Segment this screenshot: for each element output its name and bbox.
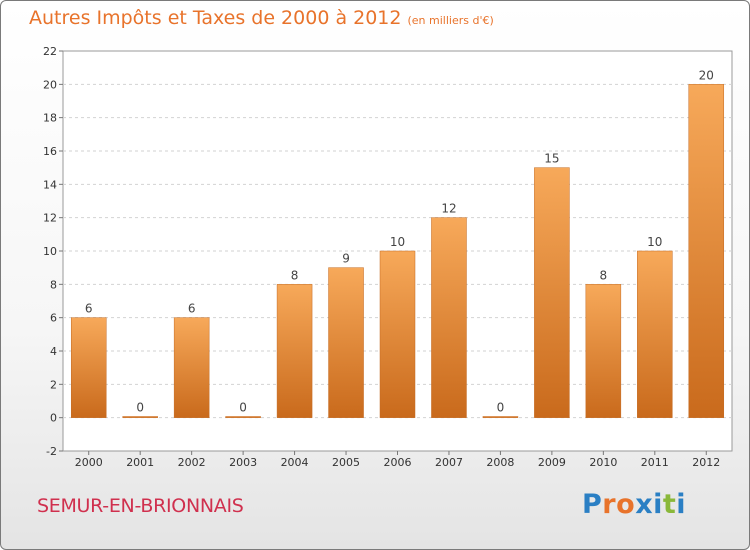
- data-label: 0: [136, 400, 144, 414]
- bar-2011: [637, 250, 673, 418]
- data-labels: 6 0 6 0 8 9 10 12 0 15 8 10 20: [85, 68, 714, 414]
- x-tick-label: 2008: [486, 456, 514, 469]
- bar-2005: [328, 267, 364, 418]
- x-tick-label: 2006: [384, 456, 412, 469]
- bar-2001: [122, 416, 158, 418]
- x-tick-label: 2011: [641, 456, 669, 469]
- x-tick-label: 2005: [332, 456, 360, 469]
- data-label: 9: [342, 252, 350, 266]
- commune-name: SEMUR-EN-BRIONNAIS: [37, 495, 244, 517]
- bar-2006: [379, 250, 416, 418]
- bars: [70, 84, 725, 418]
- x-axis-ticks: 2000 2001 2002 2003 2004 2005 2006 2007 2008 2009…: [75, 451, 720, 469]
- bar-2007: [431, 217, 467, 418]
- data-label: 10: [390, 235, 405, 249]
- x-tick-label: 2004: [281, 456, 309, 469]
- y-tick-label: 8: [50, 278, 57, 291]
- y-tick-label: 4: [50, 345, 57, 358]
- y-tick-label: 10: [43, 245, 57, 258]
- data-label: 0: [497, 400, 505, 414]
- bar-2003: [225, 416, 261, 418]
- x-tick-label: 2007: [435, 456, 463, 469]
- x-tick-label: 2001: [126, 456, 154, 469]
- logo-letter: i: [676, 489, 687, 520]
- logo-letter: o: [616, 489, 636, 520]
- y-tick-label: 16: [43, 145, 57, 158]
- bar-2004: [276, 284, 313, 418]
- data-label: 6: [85, 302, 93, 316]
- x-tick-label: 2012: [692, 456, 720, 469]
- data-label: 8: [291, 268, 299, 282]
- bar-2008: [482, 416, 519, 418]
- logo-letter: x: [635, 489, 654, 520]
- y-tick-label: 6: [50, 312, 57, 325]
- data-label: 20: [699, 68, 714, 82]
- data-label: 6: [188, 302, 196, 316]
- x-tick-label: 2002: [178, 456, 206, 469]
- y-tick-label: 22: [43, 45, 57, 58]
- y-tick-label: 0: [50, 412, 57, 425]
- logo-letter: r: [602, 489, 617, 520]
- bar-2012: [688, 84, 725, 418]
- proxiti-logo: Proxiti: [582, 489, 686, 520]
- y-axis-ticks: -2 0 2 4 6 8 10 12 14 16 18 20 22: [43, 45, 63, 458]
- chart-title: Autres Impôts et Taxes de 2000 à 2012: [29, 7, 402, 29]
- x-tick-label: 2003: [229, 456, 257, 469]
- data-label: 12: [441, 202, 456, 216]
- logo-letter: i: [653, 489, 663, 520]
- logo-letter: t: [662, 489, 677, 520]
- y-tick-label: 14: [43, 178, 57, 191]
- y-tick-label: 20: [43, 78, 57, 91]
- data-label: 8: [600, 268, 608, 282]
- y-tick-label: -2: [46, 445, 57, 458]
- y-tick-label: 18: [43, 112, 57, 125]
- chart-subtitle: (en milliers d'€): [407, 14, 494, 27]
- x-tick-label: 2000: [75, 456, 103, 469]
- bar-2002: [173, 317, 210, 418]
- data-label: 10: [647, 235, 662, 249]
- logo-letter: P: [582, 489, 603, 520]
- y-tick-label: 2: [50, 378, 57, 391]
- data-label: 0: [239, 400, 247, 414]
- chart-title-block: Autres Impôts et Taxes de 2000 à 2012 (en…: [29, 7, 494, 29]
- x-tick-label: 2010: [589, 456, 617, 469]
- x-tick-label: 2009: [538, 456, 566, 469]
- bar-2009: [534, 167, 570, 418]
- bar-2000: [70, 317, 107, 418]
- y-tick-label: 12: [43, 212, 57, 225]
- data-label: 15: [544, 152, 559, 166]
- bar-2010: [585, 284, 622, 418]
